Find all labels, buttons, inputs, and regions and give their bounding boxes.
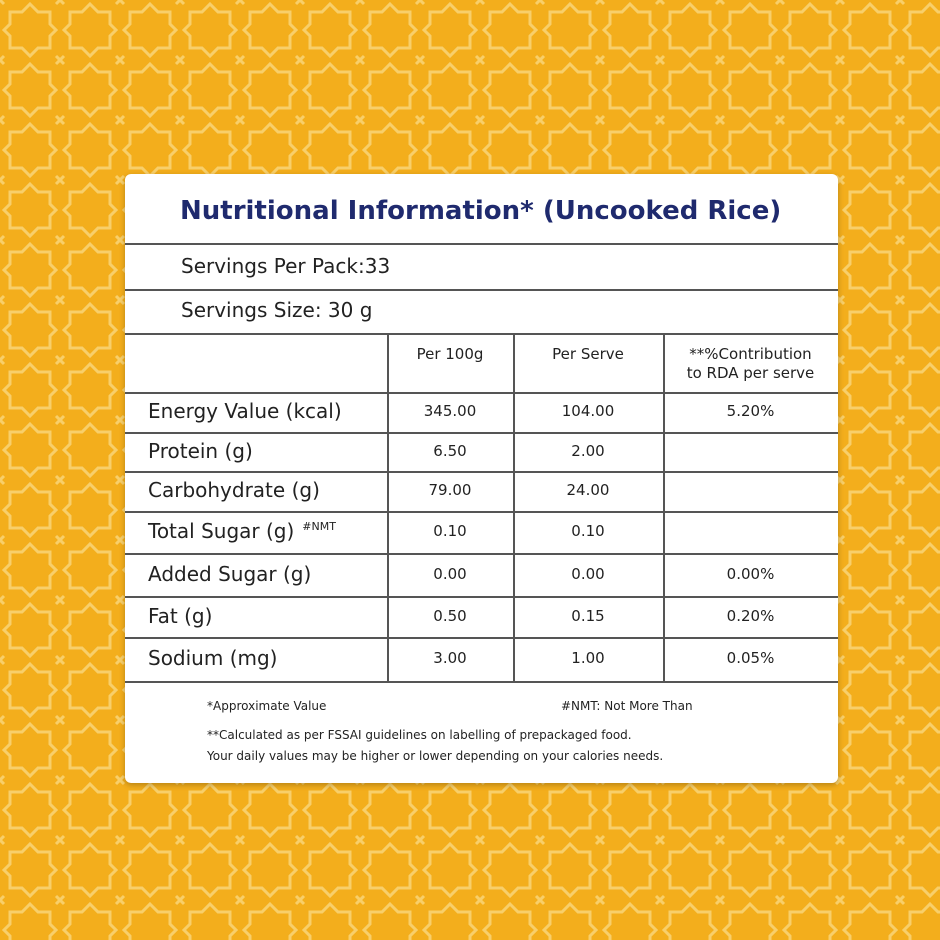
per-100g: 3.00	[433, 649, 467, 667]
per-serve: 104.00	[561, 402, 615, 420]
column-divider	[513, 333, 515, 681]
per-100g: 79.00	[428, 481, 472, 499]
row-label: Added Sugar (g)	[148, 561, 312, 586]
divider	[125, 392, 838, 394]
column-divider	[387, 333, 389, 681]
footnote: **Calculated as per FSSAI guidelines on …	[207, 728, 632, 742]
per-100g: 0.00	[433, 564, 467, 583]
divider	[125, 511, 838, 513]
divider	[125, 289, 838, 291]
row-label: Total Sugar (g) #NMT	[148, 519, 336, 543]
row-label: Fat (g)	[148, 603, 213, 628]
rda: 0.00%	[726, 564, 775, 583]
divider	[125, 681, 838, 683]
per-serve: 2.00	[571, 441, 605, 460]
footnote: *Approximate Value	[207, 699, 327, 713]
row-label: Carbohydrate (g)	[148, 478, 320, 502]
header-per-100g: Per 100g	[416, 345, 484, 363]
per-serve: 0.10	[571, 522, 605, 540]
per-100g: 0.10	[433, 522, 467, 540]
per-serve: 0.00	[571, 564, 605, 583]
rda: 5.20%	[726, 402, 775, 420]
divider	[125, 471, 838, 473]
title: Nutritional Information* (Uncooked Rice)	[180, 196, 782, 226]
divider	[125, 432, 838, 434]
divider	[125, 596, 838, 598]
servings-per-pack: Servings Per Pack:33	[181, 254, 391, 278]
serving-size: Servings Size: 30 g	[181, 298, 373, 322]
divider	[125, 243, 838, 245]
header-rda: **%Contribution to RDA per serve	[663, 345, 838, 383]
column-divider	[663, 333, 665, 681]
rda: 0.20%	[726, 606, 775, 625]
per-serve: 1.00	[571, 649, 605, 667]
per-serve: 0.15	[571, 606, 605, 625]
row-label: Protein (g)	[148, 438, 253, 463]
per-100g: 345.00	[423, 402, 477, 420]
divider	[125, 637, 838, 639]
divider	[125, 333, 838, 335]
row-note: #NMT	[302, 520, 336, 534]
header-rda-line: **%Contribution	[689, 345, 812, 363]
header-per-serve: Per Serve	[552, 345, 624, 363]
row-label: Energy Value (kcal)	[148, 399, 342, 423]
footnote: Your daily values may be higher or lower…	[207, 749, 664, 763]
footnote: #NMT: Not More Than	[561, 699, 693, 713]
per-100g: 6.50	[433, 441, 467, 460]
row-label: Sodium (mg)	[148, 646, 278, 670]
nutrition-card: Nutritional Information* (Uncooked Rice)…	[125, 174, 838, 783]
divider	[125, 553, 838, 555]
per-100g: 0.50	[433, 606, 467, 625]
per-serve: 24.00	[566, 481, 610, 499]
rda: 0.05%	[726, 649, 775, 667]
header-rda-line: to RDA per serve	[686, 364, 815, 382]
